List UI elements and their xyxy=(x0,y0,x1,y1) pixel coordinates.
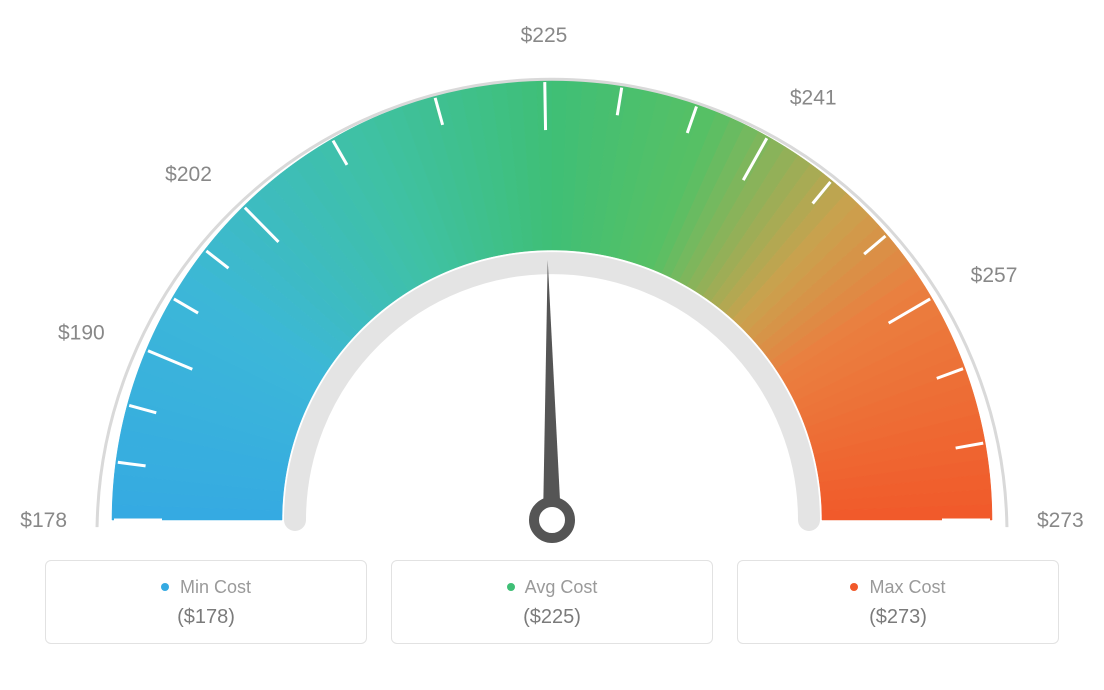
avg-cost-value: ($225) xyxy=(392,606,712,629)
summary-cards: Min Cost ($178) Avg Cost ($225) Max Cost… xyxy=(0,560,1104,644)
gauge-chart: $178 $190 $202 $225 $241 $257 $273 xyxy=(0,0,1104,560)
max-cost-card: Max Cost ($273) xyxy=(737,560,1059,644)
svg-text:$190: $190 xyxy=(58,322,105,345)
max-bullet-icon xyxy=(850,583,858,591)
max-cost-label-text: Max Cost xyxy=(869,577,945,597)
min-cost-value: ($178) xyxy=(46,606,366,629)
svg-text:$225: $225 xyxy=(521,24,568,47)
svg-text:$273: $273 xyxy=(1037,509,1084,532)
min-bullet-icon xyxy=(161,583,169,591)
svg-text:$241: $241 xyxy=(790,86,837,109)
max-cost-label: Max Cost xyxy=(738,577,1058,598)
avg-cost-card: Avg Cost ($225) xyxy=(391,560,713,644)
avg-cost-label: Avg Cost xyxy=(392,577,712,598)
svg-text:$202: $202 xyxy=(165,163,212,186)
min-cost-label-text: Min Cost xyxy=(180,577,251,597)
max-cost-value: ($273) xyxy=(738,606,1058,629)
svg-text:$257: $257 xyxy=(971,264,1018,287)
min-cost-card: Min Cost ($178) xyxy=(45,560,367,644)
avg-cost-label-text: Avg Cost xyxy=(525,577,598,597)
svg-text:$178: $178 xyxy=(20,509,67,532)
gauge-svg: $178 $190 $202 $225 $241 $257 $273 xyxy=(0,0,1104,560)
min-cost-label: Min Cost xyxy=(46,577,366,598)
avg-bullet-icon xyxy=(507,583,515,591)
